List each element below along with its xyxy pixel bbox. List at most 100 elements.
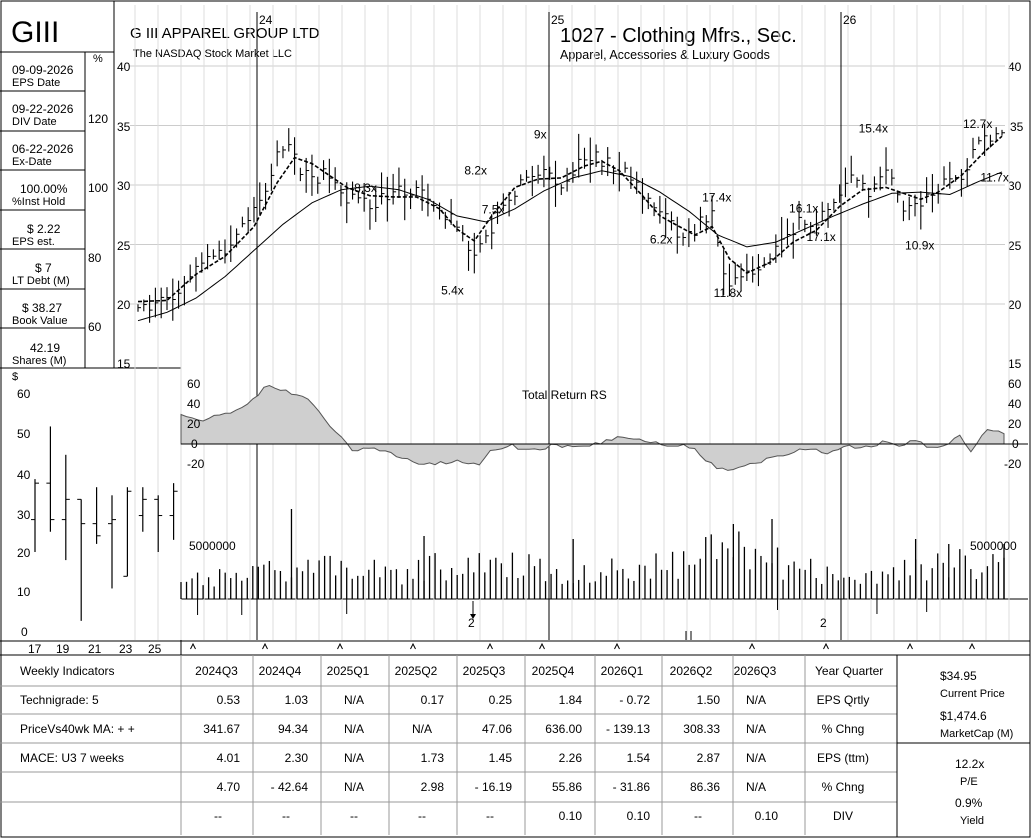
table-cell: 0.10 bbox=[755, 809, 779, 823]
svg-text:06-22-2026: 06-22-2026 bbox=[12, 142, 74, 156]
table-cell: N/A bbox=[746, 751, 766, 765]
table-cell: 1.50 bbox=[697, 693, 721, 707]
svg-text:20: 20 bbox=[117, 298, 131, 312]
svg-text:60: 60 bbox=[187, 377, 201, 391]
table-cell: 2.26 bbox=[559, 751, 583, 765]
caret-icon bbox=[749, 642, 755, 650]
rs-area-fill bbox=[180, 384, 1005, 471]
svg-text:17: 17 bbox=[28, 642, 42, 656]
row-metric-label: % Chng bbox=[822, 780, 865, 794]
pe-label: 9x bbox=[534, 128, 547, 142]
table-cell: 2.87 bbox=[697, 751, 721, 765]
price-gridlines bbox=[130, 5, 1010, 640]
quarter-header: 2024Q4 bbox=[259, 664, 302, 678]
table-cell: -- bbox=[486, 809, 494, 823]
year-marker-label: 26 bbox=[843, 13, 857, 27]
annual-inset: $ 60 50 40 30 20 10 0 17 19 21 23 25 bbox=[12, 371, 178, 656]
table-cell: 308.33 bbox=[683, 722, 720, 736]
volume-marker: 2 bbox=[820, 616, 827, 630]
quarter-header: 2025Q3 bbox=[463, 664, 506, 678]
row-metric-label: DIV bbox=[833, 809, 853, 823]
year-marker-label: 24 bbox=[259, 13, 273, 27]
pe-label: 16.1x bbox=[789, 201, 818, 215]
table-cell: 4.01 bbox=[217, 751, 241, 765]
caret-icon bbox=[487, 642, 493, 650]
caret-icon bbox=[539, 642, 545, 650]
table-cell: 0.17 bbox=[421, 693, 445, 707]
rs-axis: 60 40 20 0 -20 60 40 20 0 -20 bbox=[187, 377, 1022, 471]
yield-value: 0.9% bbox=[955, 796, 983, 810]
company-name: G III APPAREL GROUP LTD bbox=[130, 25, 320, 42]
svg-text:15: 15 bbox=[117, 357, 131, 371]
svg-text:-20: -20 bbox=[1004, 457, 1022, 471]
svg-text:$ 2.22: $ 2.22 bbox=[27, 222, 61, 236]
svg-text:60: 60 bbox=[17, 387, 31, 401]
table-cell: N/A bbox=[746, 780, 766, 794]
svg-text:20: 20 bbox=[1008, 417, 1022, 431]
svg-text:35: 35 bbox=[1010, 120, 1024, 134]
price-bars bbox=[137, 123, 1005, 323]
svg-text:30: 30 bbox=[17, 508, 31, 522]
ticker-symbol: GIII bbox=[11, 16, 59, 49]
row-label: Weekly Indicators bbox=[20, 664, 114, 678]
svg-text:$ 7: $ 7 bbox=[35, 261, 52, 275]
table-cell: 55.86 bbox=[552, 780, 582, 794]
svg-text:%Inst Hold: %Inst Hold bbox=[12, 196, 65, 208]
table-cell: 4.70 bbox=[217, 780, 241, 794]
market-cap-value: $1,474.6 bbox=[940, 709, 987, 723]
pe-ratio-label: P/E bbox=[960, 776, 978, 788]
table-cell: N/A bbox=[344, 722, 364, 736]
svg-text:60: 60 bbox=[88, 320, 102, 334]
svg-text:40: 40 bbox=[1008, 397, 1022, 411]
volume-scale-left: 5000000 bbox=[189, 539, 236, 553]
table-cell: - 139.13 bbox=[606, 722, 650, 736]
row-label: MACE: U3 7 weeks bbox=[20, 751, 124, 765]
row-label: PriceVs40wk MA: + + bbox=[20, 722, 135, 736]
rs-area bbox=[180, 384, 1028, 471]
svg-text:Shares (M): Shares (M) bbox=[12, 355, 66, 367]
volume-bars bbox=[180, 509, 1005, 615]
svg-text:100.00%: 100.00% bbox=[20, 182, 68, 196]
caret-icon bbox=[969, 642, 975, 650]
year-marker-label: 25 bbox=[551, 13, 565, 27]
table-cell: 1.54 bbox=[627, 751, 651, 765]
sector-name: Apparel, Accessories & Luxury Goods bbox=[560, 48, 770, 62]
svg-text:40: 40 bbox=[187, 397, 201, 411]
table-cell: - 31.86 bbox=[613, 780, 651, 794]
ma10-line bbox=[137, 135, 1003, 303]
svg-text:-20: -20 bbox=[187, 457, 205, 471]
svg-text:DIV Date: DIV Date bbox=[12, 116, 57, 128]
pe-labels: 8.3x 8.2x 9x 7.5x 5.4x 6.2x 17.4x 11.8x 16.1x 17.… bbox=[354, 117, 1009, 300]
svg-text:21: 21 bbox=[88, 642, 102, 656]
table-cell: -- bbox=[694, 809, 702, 823]
svg-text:100: 100 bbox=[88, 181, 108, 195]
row-metric-label: EPS (ttm) bbox=[817, 751, 869, 765]
table-cell: 636.00 bbox=[545, 722, 582, 736]
table-cell: 0.10 bbox=[627, 809, 651, 823]
sidebar-box: 100.00%%Inst Hold bbox=[0, 182, 85, 211]
table-cell: - 0.72 bbox=[619, 693, 650, 707]
table-cell: 0.10 bbox=[559, 809, 583, 823]
svg-text:40: 40 bbox=[1008, 60, 1022, 74]
svg-text:09-22-2026: 09-22-2026 bbox=[12, 102, 74, 116]
sidebar-box: $ 7LT Debt (M) bbox=[0, 261, 85, 290]
table-cell: 1.45 bbox=[489, 751, 513, 765]
table-cell: N/A bbox=[746, 722, 766, 736]
pe-label: 17.1x bbox=[806, 230, 835, 244]
table-cell: N/A bbox=[344, 751, 364, 765]
row-metric-label: % Chng bbox=[822, 722, 865, 736]
quarter-header: 2025Q4 bbox=[532, 664, 575, 678]
pe-label: 5.4x bbox=[441, 283, 464, 297]
exchange-name: The NASDAQ Stock Market LLC bbox=[133, 48, 292, 60]
svg-text:EPS est.: EPS est. bbox=[12, 236, 55, 248]
svg-text:60: 60 bbox=[1008, 377, 1022, 391]
svg-text:10: 10 bbox=[17, 585, 31, 599]
ma40-line bbox=[137, 170, 1003, 322]
caret-icon bbox=[337, 642, 343, 650]
svg-text:120: 120 bbox=[88, 112, 108, 126]
